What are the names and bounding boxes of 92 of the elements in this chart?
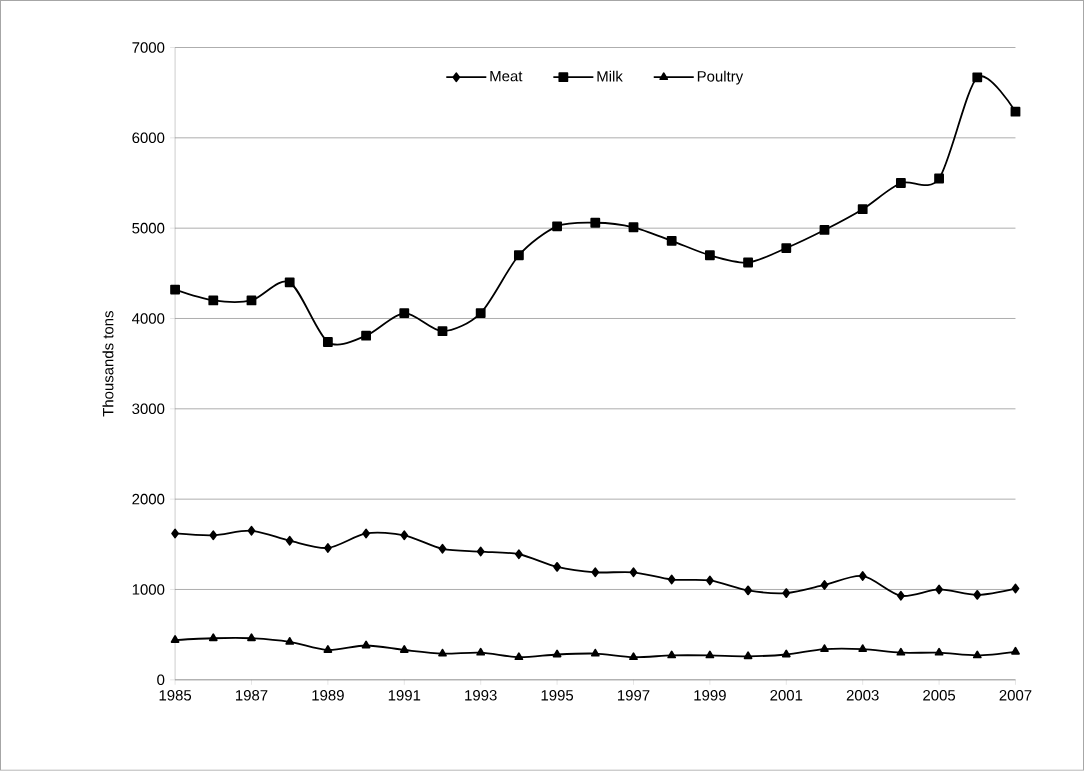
point	[820, 580, 829, 590]
point	[782, 588, 791, 599]
point	[972, 650, 982, 659]
point	[208, 295, 219, 306]
point	[629, 652, 638, 661]
legend-label: Milk	[597, 70, 623, 82]
point	[591, 567, 600, 578]
point	[705, 650, 715, 659]
point	[399, 645, 409, 653]
point	[476, 546, 485, 557]
point	[552, 221, 562, 232]
point	[704, 250, 715, 261]
y-tick-label: 2000	[132, 493, 165, 505]
y-tick-label: 6000	[132, 132, 165, 144]
point	[857, 204, 868, 215]
point	[743, 257, 753, 268]
point	[1011, 646, 1020, 655]
point	[934, 173, 944, 184]
x-tick-label: 1995	[541, 690, 574, 701]
y-tick-label: 0	[157, 674, 165, 686]
point	[437, 326, 448, 337]
point	[895, 178, 906, 188]
x-tick-label: 1987	[236, 690, 268, 701]
point	[590, 648, 600, 657]
point	[285, 637, 295, 645]
point	[475, 308, 486, 319]
y-tick-label: 1000	[132, 584, 165, 595]
point	[1010, 106, 1021, 117]
point	[935, 584, 943, 595]
point	[513, 250, 524, 261]
point	[973, 590, 982, 600]
x-tick-label: 1993	[465, 690, 497, 701]
point	[400, 530, 409, 541]
legend-label: Meat	[490, 71, 523, 82]
point	[170, 635, 180, 644]
x-tick-label: 1989	[312, 690, 344, 701]
y-tick-label: 7000	[132, 42, 165, 53]
point	[284, 277, 295, 288]
point	[476, 647, 486, 656]
point	[361, 330, 371, 341]
point	[629, 567, 638, 578]
point	[590, 217, 601, 228]
point	[743, 651, 753, 660]
point	[666, 235, 677, 246]
point	[628, 222, 639, 233]
point	[399, 308, 410, 319]
point	[438, 544, 447, 554]
legend-label: Poultry	[697, 70, 744, 85]
point	[170, 284, 180, 295]
point	[744, 585, 752, 596]
x-tick-label: 1999	[694, 690, 726, 701]
x-tick-label: 1985	[159, 690, 192, 701]
point	[323, 645, 333, 653]
point	[934, 647, 944, 656]
point	[247, 633, 256, 642]
point	[208, 633, 218, 642]
point	[858, 571, 867, 581]
y-tick-label: 4000	[132, 313, 165, 324]
x-tick-label: 2005	[923, 690, 956, 701]
point	[896, 647, 906, 656]
point	[667, 650, 677, 659]
point	[323, 543, 332, 553]
x-tick-label: 1991	[388, 690, 421, 701]
point	[705, 575, 714, 586]
point	[820, 644, 829, 653]
point	[819, 225, 830, 235]
point	[552, 649, 562, 658]
y-axis-title: Thousands tons	[102, 311, 114, 417]
x-tick-label: 2001	[770, 690, 803, 701]
point	[322, 337, 333, 347]
point	[553, 562, 561, 572]
y-tick-label: 5000	[132, 222, 165, 234]
point	[514, 549, 523, 560]
point	[171, 528, 179, 539]
point	[247, 525, 256, 536]
x-tick-label: 2003	[846, 690, 879, 701]
point	[514, 652, 524, 661]
point	[972, 72, 983, 83]
point	[781, 649, 791, 658]
point	[858, 644, 868, 653]
point	[361, 640, 371, 649]
point	[896, 590, 905, 601]
point	[1011, 583, 1020, 594]
point	[438, 648, 447, 657]
point	[209, 530, 218, 541]
y-tick-label: 3000	[132, 403, 165, 415]
point	[285, 535, 294, 546]
point	[781, 243, 792, 254]
x-tick-label: 2007	[999, 690, 1032, 701]
point	[362, 528, 370, 539]
point	[667, 574, 676, 585]
x-tick-label: 1997	[618, 690, 650, 701]
